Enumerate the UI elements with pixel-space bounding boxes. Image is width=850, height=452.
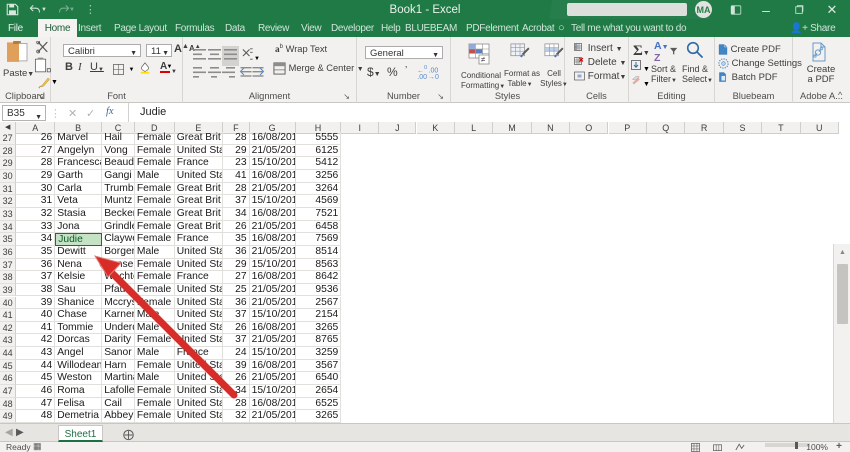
svg-text:≠: ≠ [481, 55, 486, 64]
